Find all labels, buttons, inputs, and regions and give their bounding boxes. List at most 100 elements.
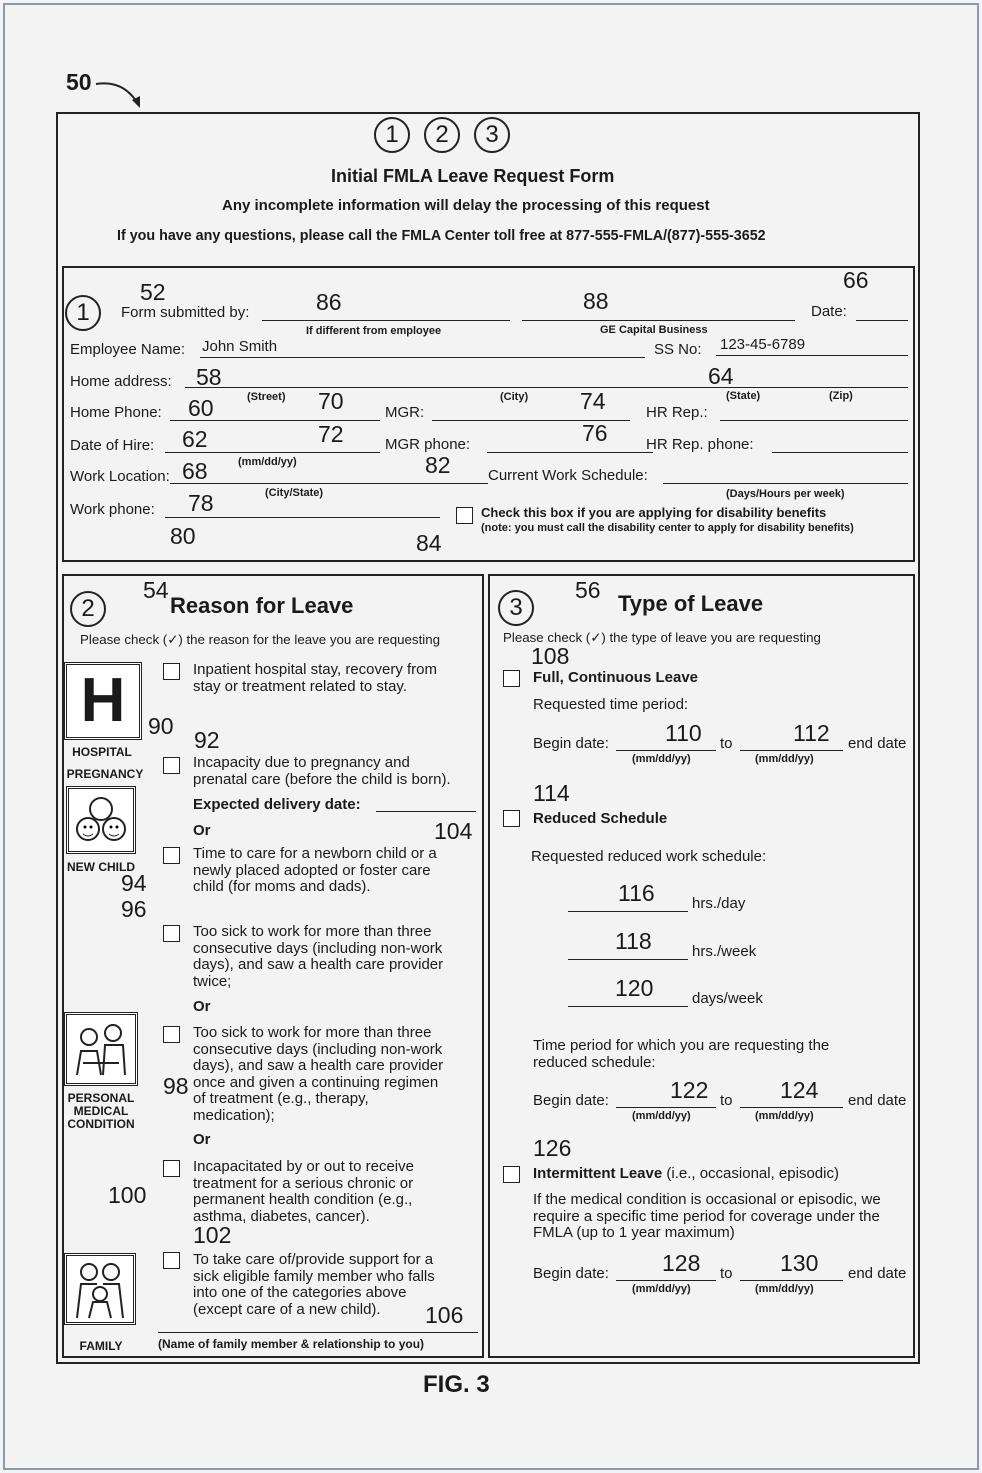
sick-twice-checkbox[interactable] — [163, 925, 180, 942]
business-field[interactable] — [522, 320, 795, 321]
mgr-field[interactable] — [432, 420, 630, 421]
full-continuous-checkbox[interactable] — [503, 670, 520, 687]
sick-regimen-checkbox[interactable] — [163, 1026, 180, 1043]
newborn-checkbox[interactable] — [163, 847, 180, 864]
expected-delivery-field[interactable] — [376, 811, 476, 812]
line: medication); — [193, 1106, 275, 1124]
line: Incapacitated by or out to receive — [193, 1158, 414, 1175]
work-phone-field[interactable] — [165, 517, 440, 518]
section-employee-info — [62, 266, 915, 562]
reduced-end-date-field[interactable] — [740, 1107, 843, 1108]
intermittent-begin-date-field[interactable] — [616, 1280, 716, 1281]
to-label: to — [720, 1265, 733, 1282]
pregnancy-checkbox[interactable] — [163, 757, 180, 774]
family-member-checkbox[interactable] — [163, 1252, 180, 1269]
line: permanent health condition (e.g., — [193, 1191, 413, 1208]
ss-no-value[interactable]: 123-45-6789 — [720, 336, 806, 353]
date-of-hire-label: Date of Hire: — [70, 437, 155, 454]
reduced-schedule-checkbox[interactable] — [503, 810, 520, 827]
date-format-caption: (mm/dd/yy) — [632, 753, 691, 765]
ref-94: 94 — [121, 870, 147, 896]
city-state-caption: (City/State) — [265, 487, 324, 499]
date-field[interactable] — [856, 320, 908, 321]
intermittent-checkbox[interactable] — [503, 1166, 520, 1183]
ref-64: 64 — [708, 363, 734, 389]
date-of-hire-field[interactable] — [165, 452, 380, 453]
family-member-field[interactable] — [158, 1332, 478, 1333]
ref-68: 68 — [182, 458, 208, 484]
line: Too sick to work for more than three — [193, 1024, 432, 1041]
date-format-caption: (mm/dd/yy) — [755, 1110, 814, 1122]
employee-name-value[interactable]: John Smith — [202, 338, 278, 355]
ref-84: 84 — [416, 530, 442, 556]
mgr-phone-field[interactable] — [487, 452, 653, 453]
line: prenatal care (before the child is born)… — [193, 770, 451, 788]
home-address-label: Home address: — [70, 373, 172, 390]
days-week-field[interactable] — [568, 1006, 688, 1007]
section-reason-for-leave — [62, 574, 484, 1358]
hrs-week-field[interactable] — [568, 959, 688, 960]
date-format-caption: (mm/dd/yy) — [755, 1283, 814, 1295]
home-address-field[interactable] — [185, 387, 908, 388]
chronic-condition-checkbox[interactable] — [163, 1160, 180, 1177]
ref-104: 104 — [434, 818, 473, 844]
ref-112: 112 — [793, 720, 830, 746]
new-child-family-faces-icon — [66, 786, 136, 854]
current-work-schedule-field[interactable] — [663, 483, 908, 484]
ref-102: 102 — [193, 1222, 232, 1248]
line: Too sick to work for more than three — [193, 923, 432, 940]
end-date-label: end date — [848, 1092, 907, 1109]
full-continuous-label: Full, Continuous Leave — [533, 669, 699, 686]
hr-rep-phone-label: HR Rep. phone: — [646, 436, 754, 453]
reduced-schedule-label: Reduced Schedule — [533, 810, 668, 827]
hr-rep-phone-field[interactable] — [772, 452, 908, 453]
disability-checkbox[interactable] — [456, 507, 473, 524]
days-hours-caption: (Days/Hours per week) — [726, 488, 845, 500]
hire-date-format-caption: (mm/dd/yy) — [238, 456, 297, 468]
full-begin-date-field[interactable] — [616, 750, 716, 751]
hospital-icon: H — [64, 662, 142, 740]
family-member-caption: (Name of family member & relationship to… — [158, 1337, 425, 1351]
hrs-day-field[interactable] — [568, 911, 688, 912]
line: FMLA (up to 1 year maximum) — [533, 1224, 735, 1241]
line: sick eligible family member who falls — [193, 1267, 435, 1285]
family-member-text: To take care of/provide support for a sic… — [193, 1251, 435, 1318]
line: (except care of a new child). — [193, 1300, 381, 1318]
home-phone-field[interactable] — [170, 420, 380, 421]
or-label: Or — [193, 998, 211, 1015]
hr-rep-field[interactable] — [720, 420, 908, 421]
intermittent-end-date-field[interactable] — [740, 1280, 843, 1281]
date-format-caption: (mm/dd/yy) — [632, 1283, 691, 1295]
employee-name-field[interactable] — [200, 357, 645, 358]
figure-label: FIG. 3 — [423, 1371, 490, 1398]
line: PERSONAL — [67, 1091, 135, 1105]
work-location-label: Work Location: — [70, 468, 170, 485]
reduced-begin-date-field[interactable] — [616, 1107, 716, 1108]
line: If the medical condition is occasional o… — [533, 1191, 881, 1208]
line: into one of the categories above — [193, 1284, 407, 1301]
intermittent-label: Intermittent Leave (i.e., occasional, ep… — [533, 1166, 839, 1182]
line: consecutive days (including non-work — [193, 939, 443, 957]
line: treatment for a serious chronic or — [193, 1174, 414, 1192]
days-week-label: days/week — [692, 990, 763, 1007]
zip-caption: (Zip) — [829, 390, 853, 402]
ss-no-field[interactable] — [716, 355, 908, 356]
mgr-phone-label: MGR phone: — [385, 436, 471, 453]
form-submitted-by-field[interactable] — [262, 320, 510, 321]
ref-100: 100 — [108, 1182, 147, 1208]
form-outline — [56, 112, 920, 1364]
ref-70: 70 — [318, 388, 344, 414]
ref-124: 124 — [780, 1077, 819, 1103]
line: consecutive days (including non-work — [193, 1040, 443, 1058]
sick-regimen-text: Too sick to work for more than three cons… — [193, 1024, 443, 1124]
ss-no-label: SS No: — [654, 341, 702, 358]
line: of treatment (e.g., therapy, — [193, 1090, 369, 1107]
ref-52: 52 — [140, 279, 166, 305]
mgr-label: MGR: — [385, 404, 425, 421]
form-title: Initial FMLA Leave Request Form — [331, 166, 615, 186]
work-location-field[interactable] — [170, 483, 488, 484]
full-end-date-field[interactable] — [740, 750, 843, 751]
requested-reduced-label: Requested reduced work schedule: — [531, 848, 767, 865]
hospital-stay-checkbox[interactable] — [163, 663, 180, 680]
line: require a specific time period for cover… — [533, 1207, 880, 1225]
